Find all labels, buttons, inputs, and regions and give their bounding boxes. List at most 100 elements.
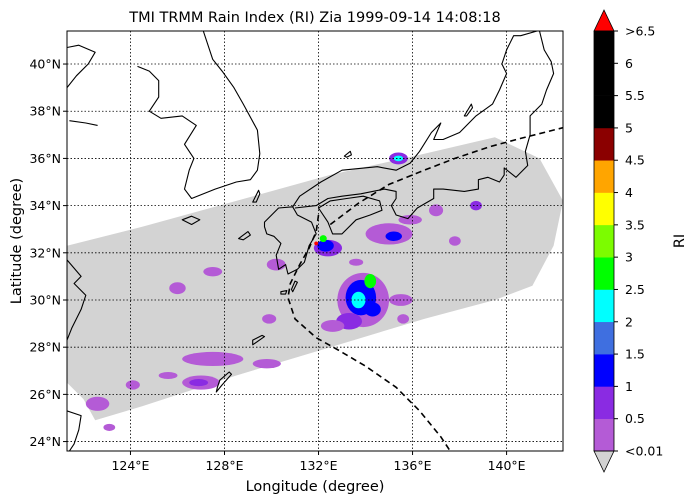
rain-cell-18 [158, 371, 178, 380]
colorbar-tick-label: >6.5 [625, 24, 655, 39]
colorbar-tick-label: 5 [625, 120, 633, 135]
coastline-liaoning-shandong [67, 44, 96, 88]
rain-cell-29 [448, 236, 461, 246]
y-axis-ticks: 24°N 26°N 28°N 30°N 32°N 34°N 36°N 38°N 40°N [29, 57, 67, 449]
colorbar-tick-label: 1.5 [625, 347, 645, 362]
colorbar-tick-label: 5.5 [625, 88, 645, 103]
coastline-taiwan [67, 410, 82, 451]
rain-cell-23 [203, 266, 223, 277]
rain-cell-25 [262, 314, 277, 324]
storm-tracks [287, 126, 563, 451]
rain-cell-30 [470, 200, 482, 211]
colorbar-segment-1 [594, 386, 614, 419]
colorbar-segments [594, 31, 614, 452]
y-tick-label: 36°N [29, 151, 61, 166]
x-tick-label: 140°E [488, 458, 526, 473]
colorbar-segment-5 [594, 257, 614, 290]
colorbar-segment-8 [594, 160, 614, 193]
rain-cells-layer [85, 152, 482, 431]
colorbar-ticks: <0.01 0.5 1 1.5 2 2.5 3 3.5 4 4.5 5 5.5 6 >6.5 [614, 24, 663, 459]
map-area[interactable] [67, 31, 563, 451]
colorbar-tick-label: 1 [625, 379, 633, 394]
coastline-shikoku [317, 195, 383, 235]
rain-cell-10 [319, 235, 327, 243]
rain-cell-19 [125, 380, 140, 390]
x-tick-label: 136°E [394, 458, 432, 473]
rain-cell-22 [266, 258, 286, 271]
y-tick-label: 24°N [29, 434, 61, 449]
rain-cell-16 [182, 351, 244, 367]
coastline-oki [343, 150, 352, 158]
colorbar-segment-2 [594, 354, 614, 387]
coastline-china-coast [67, 259, 87, 341]
coastline-amami [252, 334, 266, 346]
coastline-sado [463, 103, 474, 117]
map-frame [66, 30, 564, 452]
colorbar-tick-label: 2.5 [625, 282, 645, 297]
coastline-okinawa [215, 371, 233, 393]
rain-cell-24 [169, 282, 186, 295]
coastline-tanegashima [290, 280, 298, 293]
colorbar-tick-label: 6 [625, 56, 633, 71]
y-tick-label: 38°N [29, 104, 61, 119]
x-axis-label: Longitude (degree) [246, 479, 385, 495]
y-tick-label: 26°N [29, 387, 61, 402]
rain-cell-3 [364, 274, 377, 289]
colorbar-tick-label: 3 [625, 250, 633, 265]
coastline-yakushima [280, 290, 288, 295]
colorbar-segment-7 [594, 192, 614, 226]
rain-cell-21 [103, 423, 116, 431]
colorbar-segment-6 [594, 224, 614, 258]
rain-cell-5 [320, 320, 345, 332]
gridlines [67, 31, 563, 451]
colorbar-tick-label: 4 [625, 185, 633, 200]
x-axis-ticks: 124°E 128°E 132°E 136°E 140°E [111, 451, 526, 473]
colorbar-segment-4 [594, 289, 614, 323]
colorbar: <0.01 0.5 1 1.5 2 2.5 3 3.5 4 4.5 5 5.5 6 >6.5 RI [593, 9, 688, 473]
track-b [287, 214, 451, 451]
colorbar-tick-label: <0.01 [625, 444, 663, 459]
colorbar-tick-label: 4.5 [625, 153, 645, 168]
y-tick-label: 34°N [29, 198, 61, 213]
colorbar-label: RI [672, 234, 688, 248]
rain-cell-33 [397, 314, 410, 324]
y-tick-label: 28°N [29, 340, 61, 355]
colorbar-segment-12 [594, 31, 614, 64]
colorbar-over-arrow [593, 9, 615, 32]
colorbar-tick-label: 2 [625, 314, 633, 329]
coastline-tsushima [252, 189, 261, 203]
rain-cell-28 [429, 204, 444, 217]
coastline-goto [238, 231, 251, 241]
colorbar-segment-10 [594, 95, 614, 129]
rain-cell-32 [349, 258, 364, 266]
x-tick-label: 124°E [111, 458, 149, 473]
rain-cell-11 [314, 241, 319, 246]
rain-cell-20 [85, 396, 110, 411]
x-tick-label: 128°E [205, 458, 243, 473]
colorbar-tick-label: 0.5 [625, 411, 645, 426]
coastline-honshu [292, 31, 538, 208]
coastline-korea [137, 31, 261, 200]
colorbar-under-arrow [593, 450, 615, 473]
colorbar-segment-11 [594, 63, 614, 96]
x-tick-label: 132°E [300, 458, 338, 473]
y-tick-label: 30°N [29, 292, 61, 307]
colorbar-tick-label: 3.5 [625, 217, 645, 232]
colorbar-segment-0 [594, 418, 614, 452]
plot-title: TMI TRMM Rain Index (RI) Zia 1999-09-14 … [128, 10, 501, 26]
rain-cell-6 [364, 302, 381, 317]
colorbar-segment-3 [594, 321, 614, 355]
coastline-shandong [69, 120, 98, 126]
rain-cell-27 [385, 231, 402, 241]
coastline-jeju [181, 215, 201, 226]
coastline-honshu-south [294, 31, 555, 220]
colorbar-frame [593, 30, 615, 452]
rain-cell-15 [189, 379, 209, 387]
track-a [329, 126, 563, 226]
y-tick-label: 40°N [29, 57, 61, 72]
colorbar-segment-9 [594, 127, 614, 161]
coastline-kyushu [263, 206, 317, 275]
rain-cell-13 [393, 155, 404, 162]
coastlines [67, 31, 555, 451]
